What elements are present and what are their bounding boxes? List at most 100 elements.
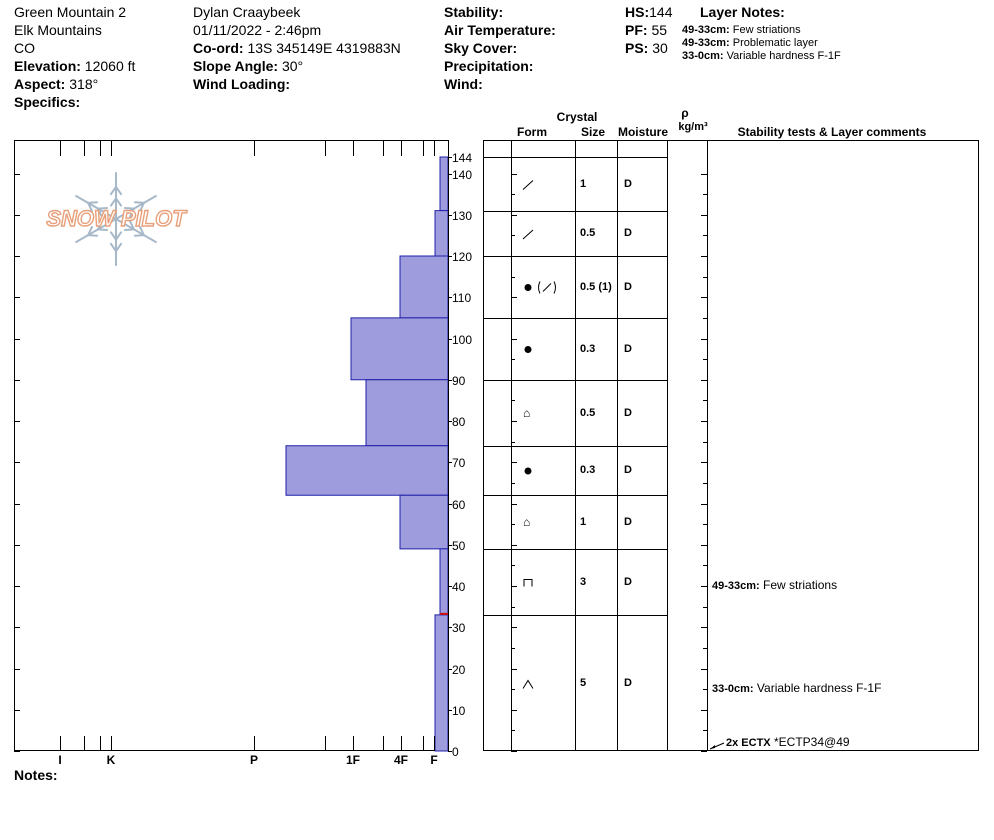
hardness-label: P [249,753,258,767]
hardness-bar [285,445,449,496]
hardness-bar [439,156,449,212]
depth-axis-labels [448,157,452,752]
specifics-label: Specifics: [14,94,81,110]
moisture: D [624,227,632,239]
hs-value: 144 [649,4,673,20]
depth-tick-label: 60 [452,497,466,512]
moisture: D [624,676,632,689]
layer-table-rows [483,157,667,689]
layer-comment: 49-33cm: Few striations [712,578,837,592]
moisture: D [624,177,632,190]
ps-label: PS: [625,40,649,56]
hs-row: HS:144 [625,4,672,20]
crystal-size: 1 [580,515,587,528]
hardness-label: I [58,753,62,767]
test-arrowhead [710,745,715,749]
rounded-grain-icon [524,467,532,475]
crystal-size: 0.5 [580,406,596,419]
site-name: Green Mountain 2 [14,4,127,20]
layer-note-text: Variable hardness F-1F [726,50,841,62]
layer-note-text: Few striations [732,24,801,36]
moisture: D [624,575,632,588]
layer-notes-title: Layer Notes: [700,4,785,20]
depth-tick-label: 120 [452,249,473,264]
depth-tick-label: 110 [452,290,472,305]
moisture: D [624,515,632,528]
stability-comments-header: Stability tests & Layer comments [737,125,927,139]
site-range: Elk Mountains [14,22,102,38]
ps-row: PS: 30 [625,40,668,56]
size-header: Size [580,125,605,139]
moisture: D [624,406,632,419]
rounded-grain-icon [524,284,532,291]
coord-row: Co-ord: 13S 345149E 4319883N [193,40,401,56]
layer-table-frame [483,140,979,751]
crystal-size: 5 [580,676,587,689]
crystal-size: 3 [580,575,587,588]
slope-value: 30° [281,58,304,74]
depth-tick-label: 20 [452,662,466,677]
slope-label: Slope Angle: [193,58,279,74]
notes-label: Notes: [14,767,58,783]
layer-comment: 33-0cm: Variable hardness F-1F [712,681,881,695]
logo-text: SNOW PILOT [46,206,187,231]
moisture: D [624,280,632,293]
depth-hoar-icon [522,679,534,689]
hs-label: HS: [625,4,650,20]
hardness-label: 1F [345,753,360,767]
depth-tick-label: 100 [452,332,473,347]
comment-range: 33-0cm: [712,683,754,696]
crystal-header: Crystal [556,110,598,124]
test-result: *ECTP34@49 [773,735,850,749]
hardness-bar [350,317,449,381]
comment-text: Variable hardness F-1F [756,681,882,696]
layer-note-item: 33-0cm: Variable hardness F-1F [682,50,841,62]
faceted-icon: ⌂ [523,514,531,529]
faceted-icon: ⌂ [523,405,531,420]
aspect-value: 318° [69,76,99,92]
stability-test: 2x ECTX *ECTP34@49 [726,735,850,749]
test-label: 2x ECTX [726,737,771,749]
crystal-size: 1 [580,177,587,190]
hardness-bars [285,156,449,752]
layer-note-range: 49-33cm: [682,24,730,36]
hardness-bar [434,614,449,752]
hardness-label: F [430,753,438,767]
moisture-header: Moisture [617,125,668,139]
depth-tick-label: 80 [452,414,466,429]
pf-row: PF: 55 [625,22,667,38]
depth-tick-label: 90 [452,373,466,388]
cup-crystal-icon [523,579,533,587]
air-temp-label: Air Temperature: [444,22,556,38]
moisture: D [624,464,632,476]
pf-label: PF: [625,22,648,38]
depth-tick-label: 140 [452,167,473,182]
depth-tick-label: 0 [452,744,459,759]
wind-loading-label: Wind Loading: [193,76,291,92]
observer-name: Dylan Craaybeek [193,4,301,20]
coord-label: Co-ord: [193,40,244,56]
crystal-size: 0.3 [580,342,596,355]
hardness-ticks [14,141,435,752]
depth-tick-label: 70 [452,455,466,470]
depth-tick-label: 10 [452,703,466,718]
elevation-label: Elevation: [14,58,81,74]
aspect-row: Aspect: 318° [14,76,98,92]
comment-text: Few striations [763,578,838,592]
layer-note-range: 49-33cm: [682,37,730,49]
crystal-size: 0.3 [580,464,596,476]
mixed-form-icon [538,281,556,294]
depth-tick-label: 144 [452,150,473,165]
hardness-bar [365,379,449,447]
density-unit-header: kg/m³ [678,121,708,133]
hardness-label: K [106,753,116,767]
hardness-bar [399,255,449,319]
layer-note-item: 49-33cm: Problematic layer [682,37,818,49]
wind-label: Wind: [444,76,483,92]
depth-tick-label: 130 [452,208,473,223]
ps-value: 30 [652,40,668,56]
hardness-bar [439,548,449,616]
pf-value: 55 [651,22,668,38]
layer-note-range: 33-0cm: [682,50,724,62]
